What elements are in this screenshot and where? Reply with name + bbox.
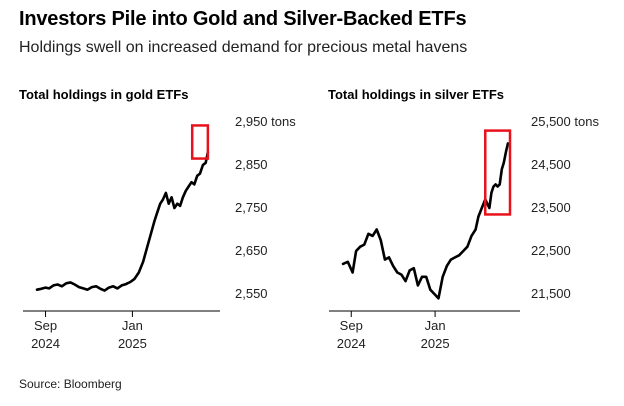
x-tick-label-year: 2025 (421, 336, 450, 351)
chart-title: Total holdings in silver ETFs (328, 87, 504, 102)
chart-panel-2: Total holdings in silver ETFs 25,500 tons… (328, 87, 599, 351)
chart-panel-1: Total holdings in gold ETFs 2,950 tons 2,8… (19, 87, 296, 351)
x-tick-label-year: 2024 (337, 336, 366, 351)
y-tick-label: 24,500 (531, 157, 571, 172)
y-tick-label: 2,550 (235, 286, 268, 301)
series-line-1 (35, 150, 210, 292)
chart-title: Total holdings in gold ETFs (19, 87, 188, 102)
page-subtitle: Holdings swell on increased demand for p… (19, 39, 468, 56)
y-tick-label: 22,500 (531, 243, 571, 258)
y-tick-label: 2,850 (235, 157, 268, 172)
source-note: Source: Bloomberg (19, 377, 122, 391)
highlight-box (190, 124, 210, 160)
y-tick-label: 23,500 (531, 200, 571, 215)
page-title: Investors Pile into Gold and Silver-Back… (19, 8, 467, 30)
y-tick-label: 2,650 (235, 243, 268, 258)
x-tick-label-month: Sep (340, 318, 363, 333)
x-tick-label-year: 2025 (118, 336, 147, 351)
y-tick-label: 2,950 tons (235, 114, 296, 129)
y-tick-label: 2,750 (235, 200, 268, 215)
highlight-box (484, 129, 512, 216)
series-line-1 (341, 142, 510, 300)
x-tick-label-month: Sep (34, 318, 57, 333)
y-tick-label: 21,500 (531, 286, 571, 301)
y-tick-label: 25,500 tons (531, 114, 599, 129)
x-tick-label-year: 2024 (31, 336, 60, 351)
x-tick-label-month: Jan (122, 318, 143, 333)
x-tick-label-month: Jan (425, 318, 446, 333)
